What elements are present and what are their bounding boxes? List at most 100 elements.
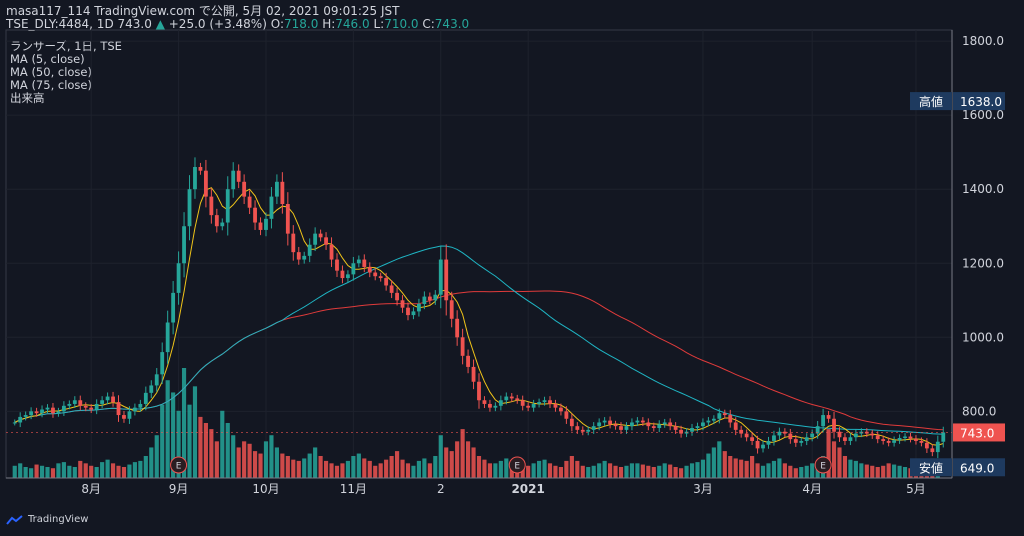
candle-body: [247, 196, 252, 208]
volume-bar: [608, 463, 613, 478]
candle-body: [433, 294, 438, 301]
candle-body: [804, 437, 809, 441]
candle-body: [504, 396, 509, 401]
candle-body: [755, 440, 760, 449]
candle-body: [722, 413, 727, 416]
tradingview-brand: TradingView: [28, 514, 89, 525]
close-value: 743.0: [434, 17, 470, 31]
legend-symbol[interactable]: ランサーズ, 1日, TSE: [10, 39, 122, 53]
candle-body: [198, 166, 203, 171]
volume-bar: [78, 460, 83, 478]
candle-body: [346, 274, 350, 279]
volume-bar: [160, 404, 165, 478]
volume-bar: [755, 463, 760, 478]
candle-body: [160, 352, 165, 375]
volume-bar: [34, 464, 39, 478]
volume-bar: [345, 460, 350, 478]
candle-body: [29, 411, 34, 416]
volume-bar: [793, 468, 798, 478]
candle-body: [89, 407, 94, 410]
volume-bar: [362, 458, 367, 478]
legend-volume[interactable]: 出来高: [10, 91, 45, 105]
candle-body: [373, 272, 378, 277]
volume-bar: [602, 460, 607, 478]
close-label: C:: [422, 17, 435, 31]
price-marker-value: 1638.0: [960, 95, 1002, 109]
volume-bar: [853, 460, 858, 478]
candle-body: [269, 196, 274, 219]
legend-ma50[interactable]: MA (50, close): [10, 65, 92, 79]
legend-ma5[interactable]: MA (5, close): [10, 52, 85, 66]
volume-bar: [72, 467, 77, 478]
volume-bar: [842, 456, 848, 478]
volume-bar: [165, 380, 170, 478]
candle-body: [351, 263, 356, 275]
candle-body: [750, 437, 755, 441]
volume-bar: [18, 463, 23, 478]
price-marker-value: 649.0: [960, 461, 994, 475]
candle-body: [821, 415, 826, 427]
candle-body: [591, 426, 596, 430]
candle-body: [559, 407, 563, 412]
candle-body: [400, 300, 405, 308]
candle-body: [602, 420, 607, 423]
candle-body: [422, 296, 427, 304]
volume-bar: [12, 465, 17, 478]
candle-body: [225, 189, 230, 223]
chart-header-ohlc: TSE_DLY:4484, 1D 743.0 ▲ +25.0 (+3.48%) …: [6, 17, 469, 31]
candle-body: [253, 207, 257, 223]
volume-bar: [684, 465, 689, 478]
candle-body: [897, 438, 902, 441]
time-tick-label: 5月: [906, 482, 926, 496]
candle-body: [138, 403, 143, 408]
candle-body: [477, 381, 481, 401]
volume-bar: [460, 429, 465, 478]
candle-body: [728, 415, 733, 423]
volume-bar: [23, 467, 28, 478]
volume-bar: [586, 467, 591, 478]
candle-body: [569, 418, 574, 427]
volume-bar: [329, 463, 334, 478]
candle-body: [384, 278, 389, 286]
candle-body: [34, 411, 39, 414]
volume-bar: [181, 368, 187, 478]
price-marker-value: 743.0: [960, 426, 994, 440]
volume-bar: [198, 416, 203, 478]
candle-body: [78, 400, 83, 406]
candle-body: [613, 424, 618, 427]
volume-bar: [351, 456, 356, 478]
candle-body: [444, 259, 449, 301]
candle-body: [914, 438, 918, 441]
candle-body: [537, 402, 541, 404]
volume-bar: [547, 463, 553, 478]
volume-bar: [902, 467, 908, 478]
volume-bar: [771, 460, 777, 478]
volume-bar: [138, 460, 143, 478]
volume-bar: [804, 465, 809, 478]
volume-bar: [252, 451, 258, 478]
tradingview-footer[interactable]: TradingView: [6, 514, 88, 525]
candle-body: [635, 420, 640, 423]
volume-bar: [706, 453, 711, 478]
earnings-event-label: E: [176, 462, 182, 472]
volume-bar: [466, 441, 471, 478]
time-tick-label: 8月: [81, 482, 101, 496]
volume-bar: [411, 465, 416, 478]
candle-body: [548, 400, 552, 404]
volume-bar: [537, 460, 542, 478]
volume-bar: [689, 463, 695, 478]
volume-bar: [89, 465, 94, 478]
candle-body: [553, 403, 558, 408]
volume-bar: [875, 467, 880, 478]
volume-bar: [722, 451, 727, 478]
volume-bar: [285, 456, 290, 478]
legend-ma75[interactable]: MA (75, close): [10, 78, 92, 92]
candle-body: [154, 374, 159, 386]
time-tick-label: 3月: [693, 482, 713, 496]
volume-bar: [302, 458, 307, 478]
candle-body: [673, 426, 678, 430]
volume-bar: [700, 459, 706, 478]
candle-body: [149, 385, 154, 393]
price-marker-value-box: [953, 423, 1005, 442]
